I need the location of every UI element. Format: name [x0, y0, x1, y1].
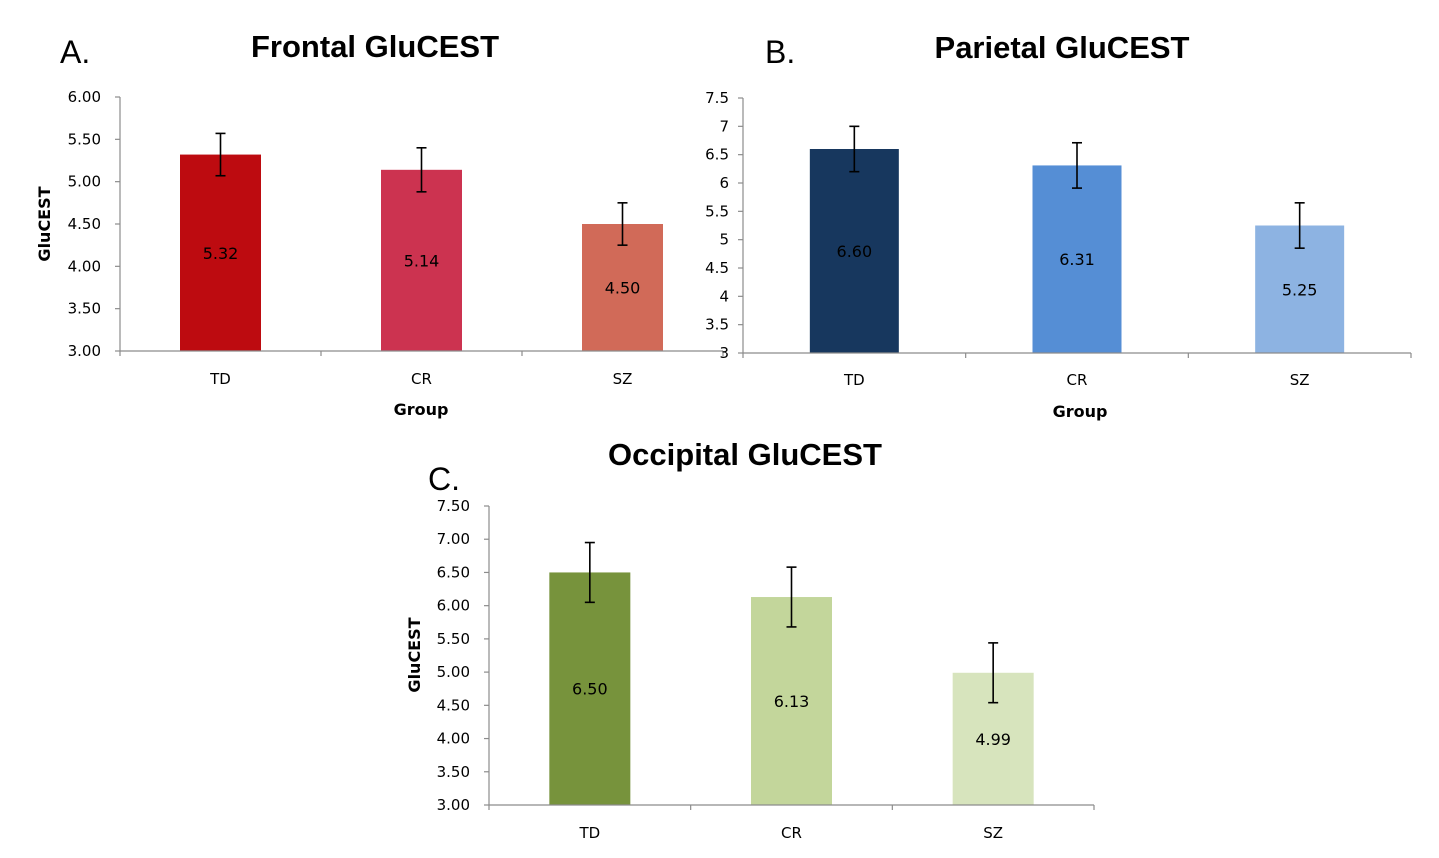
parietal-y-tick-label: 4: [719, 287, 729, 305]
occipital-y-tick-label: 3.50: [437, 763, 470, 781]
occipital-category-label: TD: [578, 824, 600, 842]
parietal-error-bar-cr: [1072, 141, 1082, 189]
frontal-data-label-td: 5.32: [203, 244, 239, 263]
frontal-category-label: TD: [209, 370, 231, 388]
occipital-chart-title: Occipital GluCEST: [608, 437, 882, 472]
occipital-error-bar-cr: [786, 566, 797, 628]
frontal-chart: A. Frontal GluCEST GluCEST Group 3.00 3.5…: [35, 29, 724, 419]
frontal-category-label: SZ: [613, 370, 633, 388]
parietal-bar-cr: [1032, 165, 1122, 353]
occipital-data-label-sz: 4.99: [975, 730, 1011, 749]
frontal-y-tick-label: 4.00: [68, 257, 101, 275]
occipital-error-bar-td: [584, 541, 595, 604]
frontal-y-tick-label: 5.00: [68, 173, 101, 191]
occipital-y-tick-label: 5.50: [437, 630, 470, 648]
parietal-data-label-sz: 5.25: [1282, 280, 1318, 299]
occipital-y-tick-label: 6.00: [437, 597, 470, 615]
parietal-y-tick-label: 6: [719, 174, 729, 192]
parietal-y-tick-label: 7.5: [705, 89, 729, 107]
parietal-y-tick-label: 4.5: [705, 259, 729, 277]
parietal-y-tick-label: 5.5: [705, 202, 729, 220]
parietal-category-label: SZ: [1290, 371, 1310, 389]
occipital-y-tick-label: 4.50: [437, 696, 470, 714]
parietal-x-axis-title: Group: [1053, 402, 1108, 421]
frontal-error-bar-cr: [416, 147, 427, 193]
occipital-y-tick-label: 3.00: [437, 796, 470, 814]
occipital-category-label: CR: [781, 824, 802, 842]
frontal-y-tick-label: 5.50: [68, 130, 101, 148]
frontal-error-bar-sz: [617, 202, 628, 246]
frontal-error-bar-td: [215, 132, 226, 177]
frontal-bar-td: [180, 154, 261, 351]
parietal-category-label: CR: [1067, 371, 1088, 389]
occipital-error-bar-sz: [988, 642, 999, 704]
frontal-y-tick-label: 3.00: [68, 342, 101, 360]
frontal-y-axis-title: GluCEST: [35, 186, 54, 261]
occipital-y-tick-label: 7.00: [437, 530, 470, 548]
occipital-y-axis-title: GluCEST: [405, 617, 424, 692]
parietal-y-tick-label: 3: [719, 344, 729, 362]
panel-letter-c: C.: [428, 461, 460, 497]
parietal-y-tick-label: 5: [719, 231, 729, 249]
parietal-data-label-td: 6.60: [837, 242, 873, 261]
occipital-bar-cr: [751, 597, 832, 805]
parietal-error-bar-td: [849, 125, 860, 173]
occipital-y-tick-label: 7.50: [437, 497, 470, 515]
panel-letter-a: A.: [60, 34, 90, 70]
occipital-data-label-td: 6.50: [572, 680, 608, 699]
parietal-data-label-cr: 6.31: [1059, 250, 1095, 269]
occipital-chart: C. Occipital GluCEST GluCEST 3.00 3.50 4.0…: [405, 437, 1095, 842]
occipital-data-label-cr: 6.13: [774, 692, 810, 711]
frontal-chart-title: Frontal GluCEST: [251, 29, 499, 64]
frontal-x-axis-title: Group: [394, 400, 449, 419]
frontal-y-tick-label: 6.00: [68, 88, 101, 106]
occipital-y-tick-label: 4.00: [437, 730, 470, 748]
frontal-y-tick-label: 3.50: [68, 300, 101, 318]
parietal-category-label: TD: [843, 371, 865, 389]
frontal-category-label: CR: [411, 370, 432, 388]
parietal-error-bar-sz: [1294, 202, 1305, 249]
occipital-bar-td: [549, 572, 631, 805]
frontal-bar-cr: [381, 169, 462, 351]
occipital-category-label: SZ: [983, 824, 1003, 842]
parietal-y-tick-label: 6.5: [705, 146, 729, 164]
frontal-data-label-sz: 4.50: [605, 279, 641, 298]
parietal-chart: B. Parietal GluCEST Group 3 3.5 4 4.5 5 5.5 6 6…: [705, 30, 1412, 421]
parietal-bar-td: [809, 149, 899, 353]
parietal-y-tick-label: 7: [719, 117, 729, 135]
parietal-y-tick-label: 3.5: [705, 316, 729, 334]
occipital-y-tick-label: 6.50: [437, 563, 470, 581]
frontal-data-label-cr: 5.14: [404, 251, 440, 270]
occipital-y-tick-label: 5.00: [437, 663, 470, 681]
panel-letter-b: B.: [765, 34, 795, 70]
parietal-chart-title: Parietal GluCEST: [935, 30, 1190, 65]
frontal-y-tick-label: 4.50: [68, 215, 101, 233]
